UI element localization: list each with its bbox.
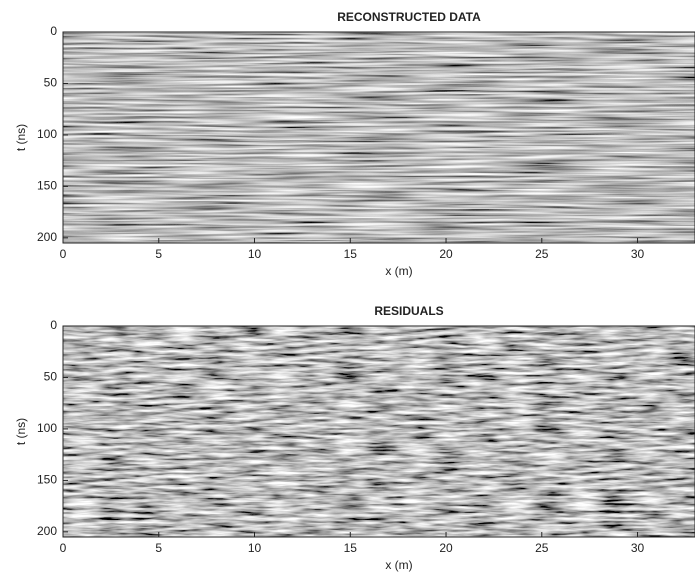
y-tick-label: 100: [37, 421, 57, 435]
x-tick-label: 15: [344, 541, 358, 555]
x-tick-label: 5: [155, 247, 162, 261]
image-area: [63, 32, 695, 243]
x-axis-label: x (m): [385, 558, 412, 572]
panel: RECONSTRUCTED DATA 0 5 10 15 20 25 30 0 50 100 150 2…: [14, 10, 695, 278]
y-tick-label: 200: [37, 230, 57, 244]
x-tick-label: 0: [60, 541, 67, 555]
x-tick-label: 20: [439, 541, 453, 555]
y-tick-label: 50: [44, 370, 58, 384]
y-tick-label: 200: [37, 524, 57, 538]
plot-frame: [62, 325, 695, 538]
y-tick-label: 0: [50, 318, 57, 332]
chart-title: RECONSTRUCTED DATA: [337, 10, 481, 24]
x-tick-label: 5: [155, 541, 162, 555]
y-axis-label: t (ns): [14, 418, 28, 445]
plot-frame: [62, 31, 695, 244]
y-axis-label: t (ns): [14, 124, 28, 151]
x-axis-label: x (m): [385, 264, 412, 278]
x-tick-label: 20: [439, 247, 453, 261]
panel: RESIDUALS 0 5 10 15 20 25 30 0 50 100 150 200 x (m) t …: [14, 304, 695, 572]
chart-title: RESIDUALS: [374, 304, 443, 318]
x-tick-label: 30: [631, 541, 645, 555]
y-tick-label: 150: [37, 179, 57, 193]
x-tick-label: 25: [535, 541, 549, 555]
y-tick-label: 0: [50, 24, 57, 38]
x-tick-label: 10: [248, 247, 262, 261]
image-area: [63, 326, 695, 537]
x-tick-label: 0: [60, 247, 67, 261]
x-tick-label: 10: [248, 541, 262, 555]
y-tick-label: 100: [37, 127, 57, 141]
x-tick-label: 30: [631, 247, 645, 261]
x-tick-label: 15: [344, 247, 358, 261]
x-tick-label: 25: [535, 247, 549, 261]
y-tick-label: 50: [44, 76, 58, 90]
y-tick-label: 150: [37, 473, 57, 487]
